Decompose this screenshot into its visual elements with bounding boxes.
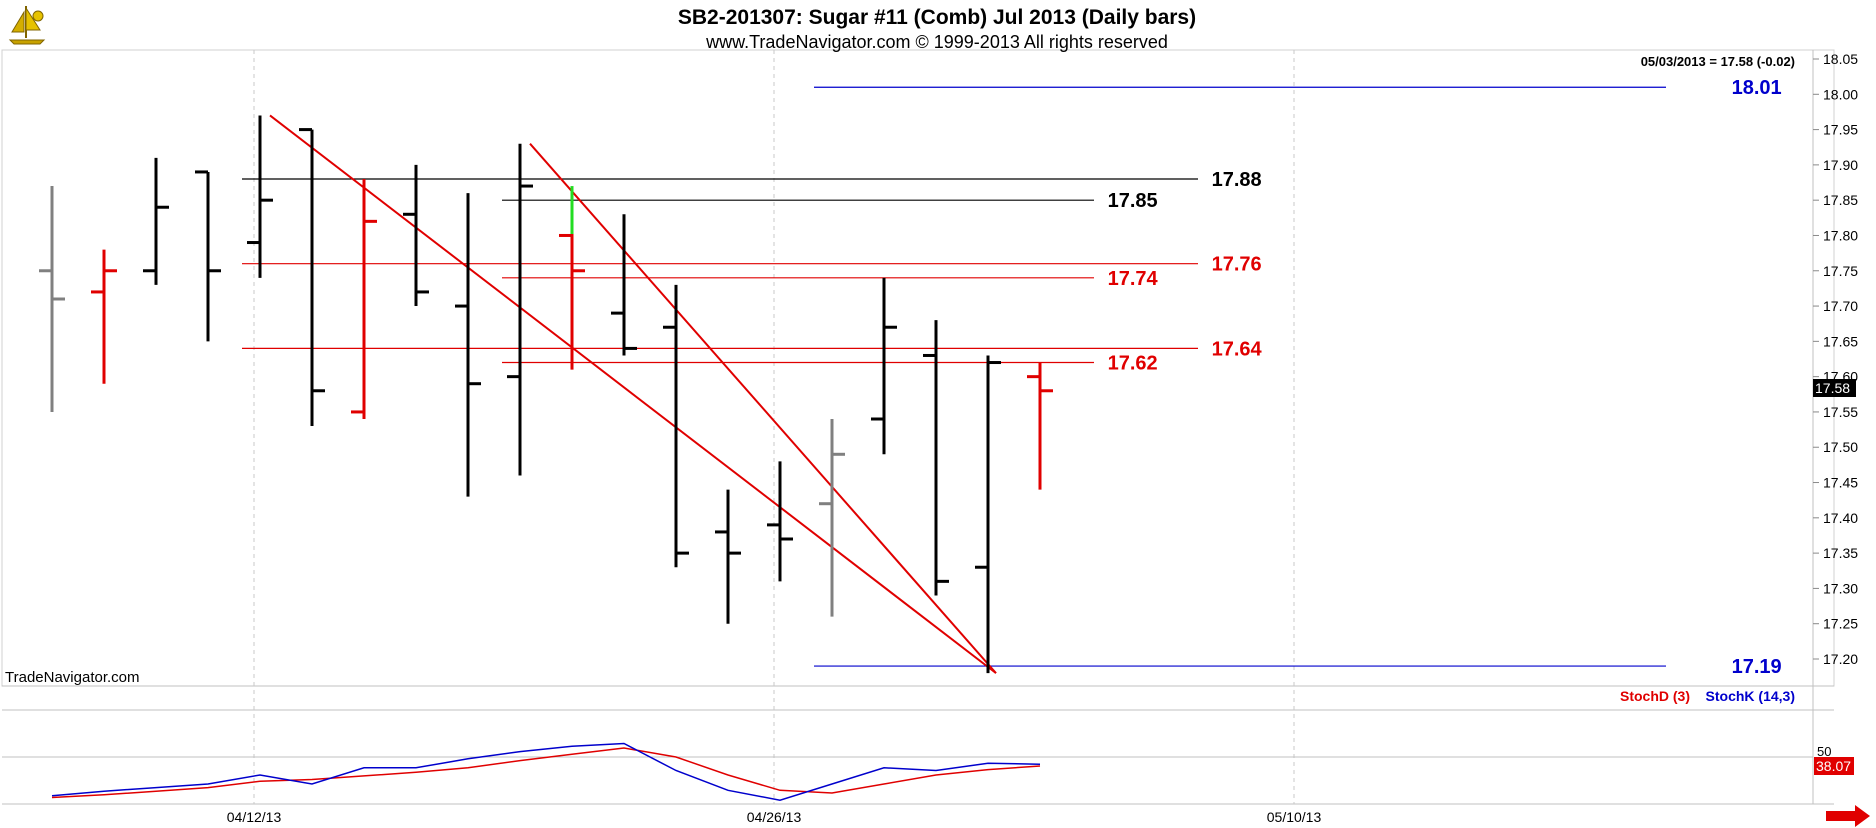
- y-tick-label: 17.20: [1823, 651, 1858, 667]
- level-label: 17.88: [1212, 169, 1262, 191]
- level-label: 17.64: [1212, 338, 1263, 360]
- copyright-text: www.TradeNavigator.com © 1999-2013 All r…: [705, 32, 1168, 52]
- y-tick-label: 17.95: [1823, 122, 1858, 138]
- level-label: 17.85: [1108, 190, 1158, 212]
- y-tick-label: 17.25: [1823, 616, 1858, 632]
- y-tick-label: 17.35: [1823, 545, 1858, 561]
- x-tick-label: 04/12/13: [227, 809, 282, 825]
- ohlc-bars: [39, 115, 1053, 674]
- level-label: 17.76: [1212, 254, 1262, 276]
- y-tick-label: 17.65: [1823, 333, 1858, 349]
- y-tick-label: 17.40: [1823, 510, 1858, 526]
- last-price-tag: 17.58: [1815, 380, 1850, 396]
- y-tick-label: 17.75: [1823, 263, 1858, 279]
- stochd-legend: StochD (3): [1620, 688, 1690, 704]
- trendline: [269, 114, 997, 674]
- stochk-line: [51, 742, 1041, 801]
- watermark-text: TradeNavigator.com: [5, 669, 140, 686]
- y-tick-label: 17.90: [1823, 157, 1858, 173]
- y-tick-label: 17.30: [1823, 580, 1858, 596]
- x-tick-label: 05/10/13: [1267, 809, 1322, 825]
- main-pane-frame: [1, 49, 1835, 687]
- y-tick-label: 17.85: [1823, 192, 1858, 208]
- x-axis: 04/12/13 04/26/13 05/10/13: [227, 809, 1322, 825]
- y-axis: 18.05 18.00 17.95 17.90 17.85 17.80 17.75 17.70…: [1813, 51, 1858, 667]
- last-price-tag-bg: [1813, 379, 1856, 397]
- level-label: 17.19: [1732, 656, 1782, 678]
- trade-navigator-logo-icon[interactable]: [4, 3, 50, 47]
- level-label: 17.74: [1108, 268, 1159, 290]
- y-tick-label: 17.50: [1823, 439, 1858, 455]
- y-tick-label: 17.55: [1823, 404, 1858, 420]
- stoch-value-tag-bg: [1814, 757, 1854, 775]
- y-tick-label: 18.05: [1823, 51, 1858, 67]
- y-tick-label: 18.00: [1823, 86, 1858, 102]
- stoch-value-tag: 38.07: [1816, 758, 1851, 774]
- level-label: 18.01: [1732, 77, 1782, 99]
- y-tick-label: 17.45: [1823, 475, 1858, 491]
- x-tick-label: 04/26/13: [747, 809, 802, 825]
- last-value-readout: 05/03/2013 = 17.58 (-0.02): [1641, 54, 1795, 69]
- stochastic-pane: [2, 742, 1813, 801]
- scroll-right-arrow-icon[interactable]: [1826, 805, 1870, 827]
- stoch-level-label: 50: [1817, 744, 1831, 759]
- trendlines: [269, 114, 997, 674]
- chart-title: SB2-201307: Sugar #11 (Comb) Jul 2013 (D…: [678, 6, 1196, 29]
- level-label: 17.62: [1108, 353, 1158, 375]
- trendline: [529, 143, 997, 674]
- y-tick-label: 17.80: [1823, 227, 1858, 243]
- stochd-line: [51, 747, 1041, 799]
- horizontal-levels: 18.01 17.19 17.88 17.85 17.76 17.74 17.64 17.62: [242, 77, 1782, 678]
- grid: [253, 50, 1295, 804]
- y-tick-label: 17.70: [1823, 298, 1858, 314]
- y-tick-label: 17.60: [1823, 369, 1858, 385]
- stochk-legend: StochK (14,3): [1706, 688, 1795, 704]
